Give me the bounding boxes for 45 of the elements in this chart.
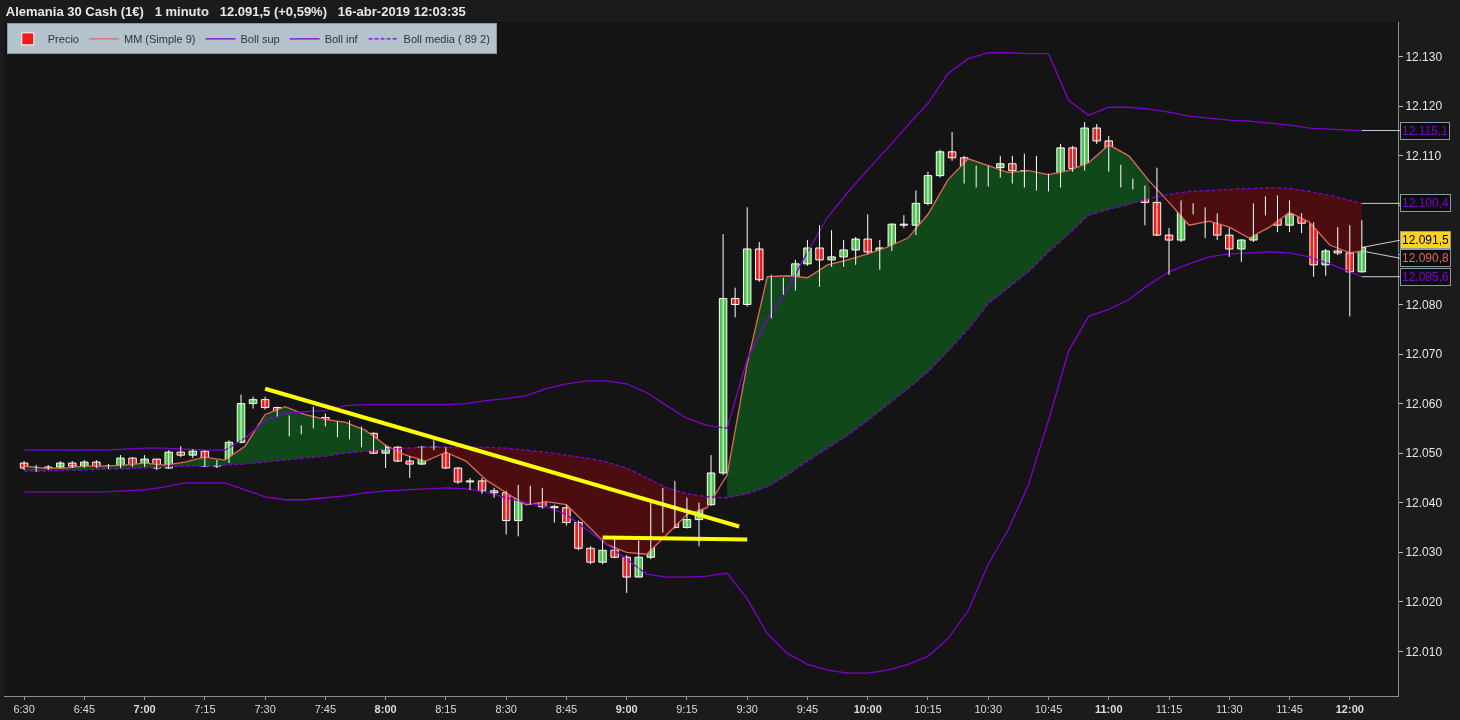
annotation: 12.090,8 [1402,251,1450,265]
y-tick-label: 12.120 [1405,99,1443,114]
annotation: 12.085,6 [1402,270,1450,284]
x-tick-label: 12:00 [1335,703,1364,716]
y-tick-label: 12.030 [1405,545,1443,560]
x-tick-label: 9:30 [736,703,758,716]
legend-label: Boll media ( 89 2) [403,33,490,46]
y-tick-label: 12.080 [1405,297,1443,312]
x-tick-label: 9:45 [796,703,819,716]
y-tick-label: 12.130 [1405,49,1443,64]
legend-label: Precio [47,33,79,46]
chart-title: Alemania 30 Cash (1€) 1 minuto 12.091,5 (+0,59%) 16-abr-2019 12:03:35 [5,3,466,19]
x-tick-label: 7:00 [133,703,156,716]
y-tick-label: 12.050 [1405,446,1443,461]
x-tick-label: 8:45 [555,703,578,716]
annotation: 12.115,1 [1402,124,1449,138]
x-tick-label: 10:45 [1034,703,1063,716]
y-tick-label: 12.110 [1405,149,1442,164]
legend-label: Boll sup [240,33,280,46]
x-tick-label: 10:30 [974,703,1003,716]
x-tick-label: 11:30 [1215,703,1243,716]
x-tick-label: 9:00 [615,703,638,716]
y-tick-label: 12.020 [1405,595,1443,610]
x-tick-label: 7:30 [254,703,276,716]
y-tick-label: 12.040 [1405,495,1443,510]
annotation: 12.091,5 [1402,233,1450,247]
x-tick-label: 8:30 [495,703,517,716]
legend-label: Boll inf [324,33,359,46]
x-tick-label: 6:45 [73,703,96,716]
x-tick-label: 11:45 [1276,703,1303,716]
x-tick-label: 11:00 [1094,703,1123,716]
y-tick-label: 12.010 [1405,644,1443,659]
legend-label: MM (Simple 9) [123,33,196,46]
x-tick-label: 6:30 [13,703,35,716]
x-tick-label: 8:00 [374,703,397,716]
annotation: 12.100,4 [1402,196,1450,210]
x-tick-label: 7:45 [314,703,337,716]
y-tick-label: 12.060 [1405,396,1443,411]
y-tick-label: 12.070 [1405,347,1443,362]
x-tick-label: 9:15 [676,703,698,716]
x-tick-label: 10:00 [853,703,882,716]
x-tick-label: 11:15 [1155,703,1183,716]
x-tick-label: 7:15 [194,703,216,716]
x-tick-label: 8:15 [435,703,457,716]
x-tick-label: 10:15 [914,703,942,716]
